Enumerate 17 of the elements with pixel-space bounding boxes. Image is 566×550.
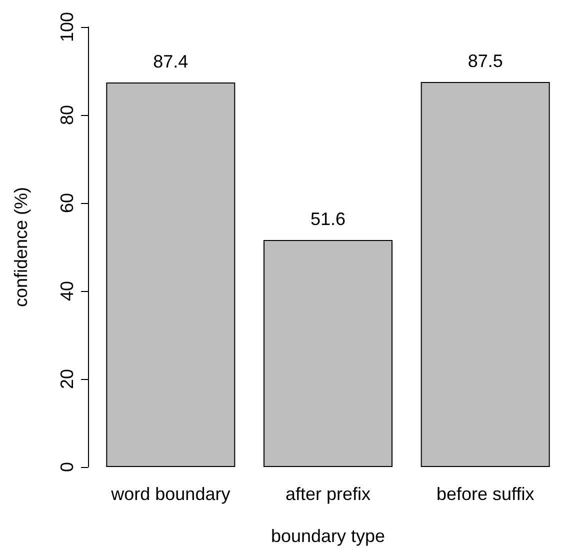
x-tick-label: after prefix [285, 484, 371, 504]
bar [420, 82, 550, 467]
y-tick-label: 0 [57, 462, 77, 472]
y-tick-label: 40 [57, 280, 77, 302]
y-axis-title: confidence (%) [11, 186, 31, 308]
y-tick-label: 100 [57, 12, 77, 42]
x-axis-title: boundary type [270, 526, 386, 546]
bar [106, 82, 236, 467]
x-tick-label: before suffix [436, 484, 534, 504]
y-tick-label: 20 [57, 368, 77, 390]
data-label: 51.6 [310, 208, 346, 229]
data-label: 87.5 [468, 51, 503, 71]
data-label: 87.4 [153, 51, 188, 72]
x-tick-label: word boundary [110, 484, 230, 504]
y-tick-label: 80 [57, 104, 77, 126]
bar [263, 240, 393, 467]
y-tick-label: 60 [57, 192, 77, 214]
